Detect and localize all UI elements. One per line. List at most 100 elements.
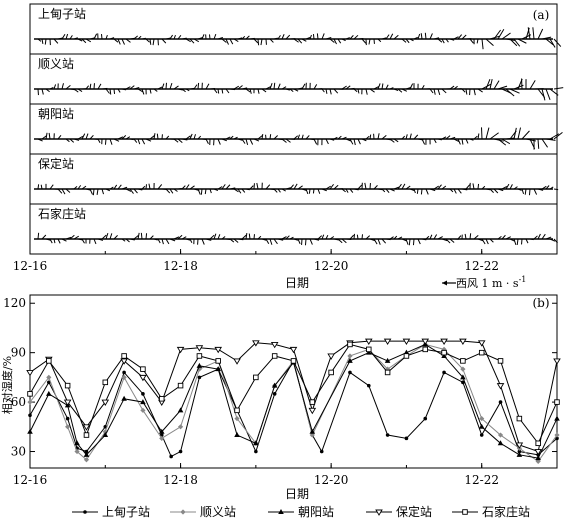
wind-vector — [293, 135, 299, 140]
wind-vector — [472, 183, 475, 190]
wind-vector — [225, 88, 230, 94]
wind-vector — [181, 88, 186, 93]
wind-vector — [401, 238, 407, 242]
wind-vector — [185, 238, 191, 241]
wind-vector — [113, 138, 120, 142]
wind-vector — [356, 234, 359, 240]
wind-vector — [369, 134, 372, 140]
data-point — [177, 407, 184, 413]
wind-vector — [293, 238, 299, 241]
wind-vector — [449, 136, 456, 140]
wind-vector — [416, 188, 419, 194]
wind-vector — [345, 238, 352, 241]
wind-vector — [217, 186, 223, 190]
wind-vector — [237, 238, 244, 241]
scale-arrowhead — [442, 280, 447, 286]
station-label: 保定站 — [38, 156, 74, 171]
wind-vector — [61, 238, 67, 242]
wind-vector — [49, 86, 54, 90]
wind-vector — [189, 185, 195, 190]
wind-vector — [237, 188, 242, 194]
wind-vector — [285, 34, 291, 40]
wind-vector — [533, 188, 538, 195]
wind-vector — [477, 183, 480, 190]
wind-vector — [121, 238, 126, 242]
data-point — [478, 423, 485, 429]
wind-vector — [549, 133, 560, 140]
wind-vector — [549, 186, 554, 190]
wind-vector — [532, 27, 535, 40]
data-point — [197, 375, 202, 380]
wind-vector — [341, 188, 346, 193]
wind-vector — [333, 88, 339, 94]
wind-vector — [113, 184, 118, 190]
data-point — [441, 346, 447, 352]
wind-vector — [521, 130, 530, 140]
wind-vector — [317, 188, 321, 194]
wind-vector — [69, 138, 75, 143]
data-point — [309, 428, 316, 434]
data-point — [28, 413, 32, 418]
panel-b-x-ticks: 12-16 12-18 12-20 12-22 — [13, 463, 558, 487]
data-point — [327, 353, 335, 360]
wind-vector — [481, 185, 486, 190]
wind-vector — [465, 88, 468, 95]
wind-vector — [321, 33, 325, 40]
wind-vector — [349, 188, 354, 193]
data-point — [479, 415, 485, 422]
wind-vector — [105, 88, 110, 94]
wind-vector — [461, 188, 468, 191]
wind-vector — [101, 188, 105, 195]
series — [27, 341, 560, 447]
wind-vector — [273, 37, 278, 40]
data-point — [120, 358, 128, 365]
wind-vector — [553, 188, 559, 191]
wind-vector — [96, 188, 99, 195]
wind-vector — [40, 184, 43, 190]
wind-vector — [437, 38, 443, 43]
wind-vector — [385, 34, 390, 40]
wind-vector — [329, 236, 335, 240]
wind-vector — [405, 238, 409, 245]
wind-vector — [49, 238, 53, 244]
wind-vector — [461, 34, 467, 40]
wind-vector — [353, 138, 356, 146]
wind-vector — [389, 87, 394, 90]
wind-vector — [109, 37, 115, 40]
wind-vector — [433, 37, 440, 40]
wind-vector — [545, 38, 554, 46]
wind-vector — [41, 88, 44, 95]
wind-vector — [461, 138, 464, 145]
data-point — [554, 415, 560, 421]
wind-vector — [413, 134, 419, 140]
wind-vector — [193, 134, 196, 140]
wind-vector — [509, 88, 520, 94]
data-point — [385, 433, 390, 437]
wind-vector — [517, 38, 527, 44]
data-point — [234, 407, 240, 414]
wind-vector — [185, 38, 191, 43]
data-point — [140, 399, 146, 405]
wind-vector — [429, 234, 433, 240]
wind-vector — [148, 183, 151, 190]
wind-vector — [141, 138, 146, 145]
data-point — [83, 457, 90, 463]
wind-vector — [437, 184, 442, 190]
data-point — [383, 338, 392, 346]
wind-vector — [117, 136, 124, 140]
wind-vector — [213, 188, 219, 192]
x-tick-label: 12-16 — [13, 259, 48, 273]
wind-vector — [377, 188, 383, 191]
wind-vector — [101, 234, 107, 240]
wind-vector — [177, 234, 183, 240]
wind-vector — [281, 236, 287, 240]
legend-label: 石家庄站 — [482, 504, 530, 519]
wind-vector — [281, 86, 287, 90]
wind-vector — [341, 136, 347, 140]
data-point — [272, 392, 277, 396]
station-label: 上甸子站 — [38, 7, 86, 21]
y-tick-label: 90 — [11, 346, 26, 360]
series — [28, 359, 559, 459]
data-point — [535, 458, 541, 465]
wind-vector — [349, 35, 354, 40]
